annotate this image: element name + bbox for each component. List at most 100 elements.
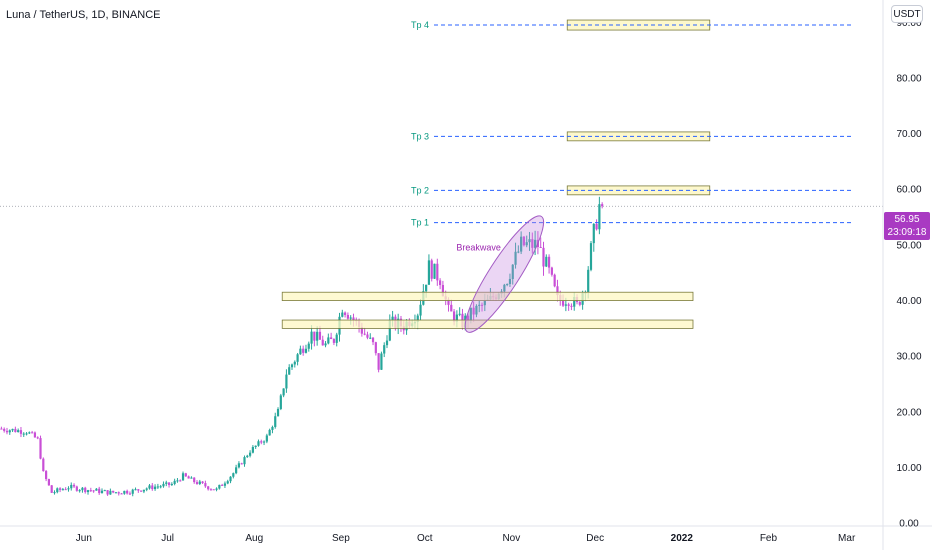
candle-body <box>207 486 210 490</box>
candle-body <box>363 333 366 335</box>
candle-body <box>304 348 308 353</box>
time-tick-label: Feb <box>760 533 778 544</box>
price-tick-label: 70.00 <box>896 129 921 140</box>
candle-body <box>78 490 81 492</box>
candle-body <box>246 455 249 458</box>
time-tick-label: Jun <box>76 533 92 544</box>
currency-button[interactable]: USDT <box>891 5 923 23</box>
candle-body <box>377 353 380 370</box>
candle-body <box>106 490 109 495</box>
candle-body <box>117 492 120 494</box>
candle-body <box>3 428 6 431</box>
candle-body <box>47 479 51 486</box>
candle-body <box>335 334 338 343</box>
targets-layer: Tp 4 Tp 3 Tp 2 Tp 1 <box>411 20 852 228</box>
candle-body <box>58 488 62 490</box>
price-tick-label: 20.00 <box>896 407 921 418</box>
candle-body <box>366 334 369 338</box>
candle-body <box>380 353 383 370</box>
candle-body <box>598 204 601 230</box>
candle-body <box>436 263 439 281</box>
candle-body <box>53 492 56 494</box>
candle-body <box>165 482 168 484</box>
candle-body <box>332 339 336 343</box>
candle-body <box>276 408 280 417</box>
candle-body <box>179 480 182 482</box>
candle-body <box>248 452 252 456</box>
candle-body <box>425 284 428 292</box>
candle-body <box>243 457 246 465</box>
time-tick-label: Dec <box>586 533 604 544</box>
candle-body <box>346 314 349 319</box>
candle-body <box>17 430 20 433</box>
target-label: Tp 4 <box>411 20 429 30</box>
candle-body <box>56 488 59 493</box>
candle-body <box>352 317 355 321</box>
candle-body <box>371 337 375 343</box>
candle-body <box>45 471 48 480</box>
candle-body <box>126 490 129 494</box>
candle-body <box>84 487 87 493</box>
candle-body <box>439 280 442 286</box>
candle-body <box>187 476 190 479</box>
candle-body <box>369 337 372 339</box>
price-tick-label: 0.00 <box>899 519 919 530</box>
candle-body <box>592 223 595 244</box>
candle-body <box>142 489 146 492</box>
candle-body <box>279 395 282 409</box>
candle-body <box>11 428 14 431</box>
time-tick-label: Oct <box>417 533 433 544</box>
breakwave-annotation: Breakwave <box>456 243 501 253</box>
candle-body <box>383 345 386 354</box>
candle-body <box>218 484 221 489</box>
candle-body <box>226 481 229 484</box>
candle-body <box>288 367 291 375</box>
candle-body <box>318 331 322 340</box>
candle-body <box>385 340 389 346</box>
candle-body <box>22 433 25 435</box>
candle-body <box>112 490 115 493</box>
candle-body <box>427 260 431 285</box>
candle-body <box>274 416 277 427</box>
candle-body <box>265 435 268 442</box>
candle-body <box>193 477 196 483</box>
candle-body <box>33 432 37 438</box>
candle-body <box>475 305 478 315</box>
candle-body <box>42 458 45 472</box>
candle-body <box>0 428 3 430</box>
last-price-value: 56.95 <box>894 214 920 225</box>
candle-body <box>232 473 235 477</box>
candle-body <box>190 477 193 479</box>
candle-body <box>28 432 31 434</box>
candle-body <box>215 488 218 490</box>
candle-body <box>321 339 324 346</box>
candle-body <box>324 343 327 346</box>
time-tick-label: Aug <box>245 533 263 544</box>
candle-body <box>567 304 570 306</box>
candle-body <box>483 300 486 306</box>
price-tick-label: 80.00 <box>896 73 921 84</box>
candle-body <box>257 441 260 446</box>
candle-body <box>466 315 470 321</box>
candle-body <box>293 361 296 365</box>
candle-body <box>545 256 548 267</box>
time-tick-label: Sep <box>332 533 350 544</box>
candle-body <box>140 490 143 492</box>
candle-body <box>237 463 241 468</box>
candle-body <box>511 264 514 279</box>
candle-body <box>209 489 213 491</box>
price-tick-label: 60.00 <box>896 185 921 196</box>
candle-body <box>360 327 363 334</box>
candle-body <box>137 489 140 491</box>
candle-body <box>433 263 436 279</box>
candle-body <box>525 242 528 246</box>
candle-body <box>313 331 316 341</box>
symbol-title: Luna / TetherUS, 1D, BINANCE <box>6 9 161 21</box>
candle-body <box>162 483 165 487</box>
candle-body <box>587 269 590 293</box>
candle-body <box>221 484 224 486</box>
candle-body <box>167 482 171 485</box>
candle-body <box>64 489 67 491</box>
candle-body <box>70 484 73 489</box>
